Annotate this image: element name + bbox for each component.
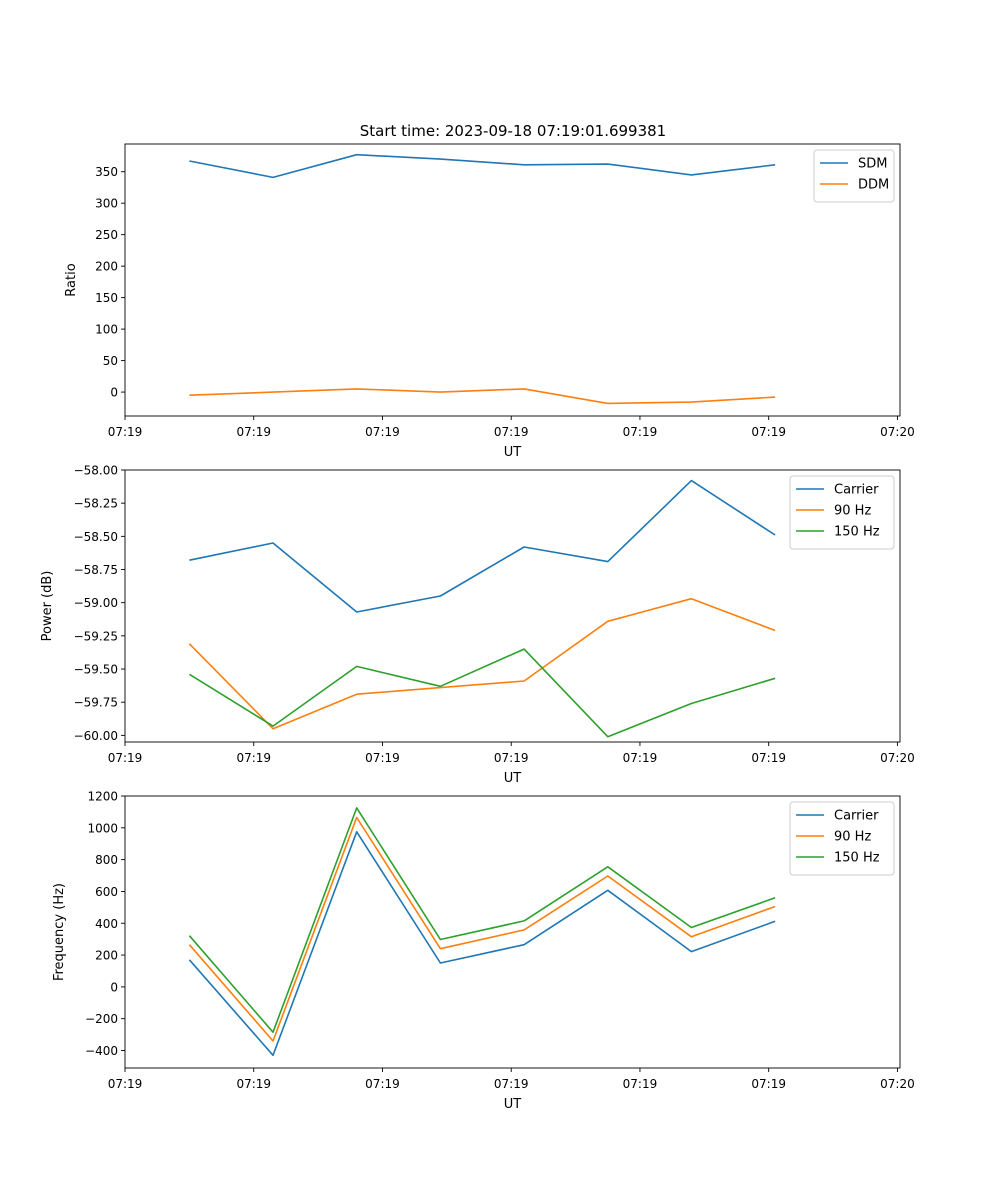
x-tick-label: 07:19	[236, 751, 271, 765]
y-tick-label: −59.75	[74, 696, 118, 710]
y-tick-label: −59.25	[74, 629, 118, 643]
legend-label: DDM	[858, 178, 889, 193]
figure-title: Start time: 2023-09-18 07:19:01.699381	[360, 122, 666, 140]
x-tick-label: 07:19	[623, 751, 658, 765]
x-tick-label: 07:19	[751, 425, 786, 439]
chart-2: 07:19 07:19 07:19 07:19 07:19 07:19 07:20 −60.0…	[40, 464, 915, 787]
series-line-carrier	[188, 830, 776, 1057]
y-tick-label: 400	[95, 917, 118, 931]
series-line-150-hz	[188, 648, 776, 738]
x-tick-label: 07:19	[236, 425, 271, 439]
y-tick-label: 1000	[87, 821, 118, 835]
legend-label: SDM	[858, 157, 887, 172]
series-line-sdm	[189, 153, 776, 179]
x-tick-label: 07:19	[623, 1077, 658, 1091]
y-tick-label: 100	[95, 323, 118, 337]
y-tick-label: 150	[95, 291, 118, 305]
y-tick-label: −58.75	[74, 563, 118, 577]
axes-frame	[124, 795, 901, 1069]
y-tick-label: 200	[95, 260, 118, 274]
x-tick-label: 07:19	[751, 1077, 786, 1091]
x-tick-label: 07:19	[365, 1077, 400, 1091]
y-tick-label: 350	[95, 165, 118, 179]
y-tick-label: 250	[95, 228, 118, 242]
legend: Carrier 90 Hz 150 Hz	[789, 801, 895, 876]
axes-frame	[124, 143, 901, 417]
x-tick-label: 07:19	[751, 751, 786, 765]
legend-label: Carrier	[834, 483, 879, 498]
y-tick-label: −58.50	[74, 530, 118, 544]
y-tick-label: 0	[110, 386, 118, 400]
legend-label: 150 Hz	[834, 851, 880, 866]
series-line-90-hz	[188, 597, 776, 730]
series-line-carrier	[189, 479, 776, 613]
legend-label: 90 Hz	[834, 830, 871, 845]
series-line-90-hz	[188, 816, 776, 1042]
y-axis-label: Ratio	[64, 263, 79, 296]
x-tick-label: 07:19	[494, 751, 529, 765]
y-tick-label: −59.50	[74, 663, 118, 677]
y-axis-label: Power (dB)	[40, 571, 55, 642]
x-tick-label: 07:19	[108, 1077, 143, 1091]
y-tick-label: −60.00	[74, 729, 118, 743]
x-tick-label: 07:19	[494, 1077, 529, 1091]
x-tick-label: 07:19	[108, 751, 143, 765]
y-tick-label: 50	[103, 354, 118, 368]
legend: Carrier 90 Hz 150 Hz	[789, 475, 895, 550]
legend: SDM DDM	[813, 149, 895, 203]
x-axis-label: UT	[504, 771, 522, 786]
x-tick-label: 07:20	[880, 1077, 915, 1091]
legend-label: 90 Hz	[834, 504, 871, 519]
y-tick-label: 1200	[87, 790, 118, 804]
legend-label: 150 Hz	[834, 525, 880, 540]
y-tick-label: 800	[95, 853, 118, 867]
y-tick-label: −59.00	[74, 596, 118, 610]
chart-1: 07:19 07:19 07:19 07:19 07:19 07:19 07:20 0 50 10…	[64, 143, 915, 460]
x-tick-label: 07:19	[108, 425, 143, 439]
x-axis-label: UT	[504, 445, 522, 460]
y-tick-label: −200	[85, 1012, 118, 1026]
axes-frame	[124, 469, 901, 743]
legend-label: Carrier	[834, 809, 879, 824]
plots-container: 07:19 07:19 07:19 07:19 07:19 07:19 07:20 0 50 10…	[40, 143, 915, 1113]
x-axis-label: UT	[504, 1097, 522, 1112]
series-line-ddm	[189, 388, 776, 405]
x-tick-label: 07:19	[494, 425, 529, 439]
y-tick-label: 0	[110, 980, 118, 994]
x-tick-label: 07:19	[236, 1077, 271, 1091]
y-axis-label: Frequency (Hz)	[52, 883, 67, 981]
x-tick-label: 07:20	[880, 425, 915, 439]
x-tick-label: 07:19	[365, 425, 400, 439]
y-tick-label: 600	[95, 885, 118, 899]
y-tick-label: −400	[85, 1044, 118, 1058]
x-tick-label: 07:19	[623, 425, 658, 439]
y-tick-label: −58.25	[74, 497, 118, 511]
y-tick-label: 200	[95, 949, 118, 963]
x-tick-label: 07:19	[365, 751, 400, 765]
series-line-150-hz	[188, 807, 776, 1033]
y-tick-label: 300	[95, 197, 118, 211]
chart-3: 07:19 07:19 07:19 07:19 07:19 07:19 07:20 −400 −…	[52, 790, 915, 1113]
x-tick-label: 07:20	[880, 751, 915, 765]
y-tick-label: −58.00	[74, 464, 118, 478]
